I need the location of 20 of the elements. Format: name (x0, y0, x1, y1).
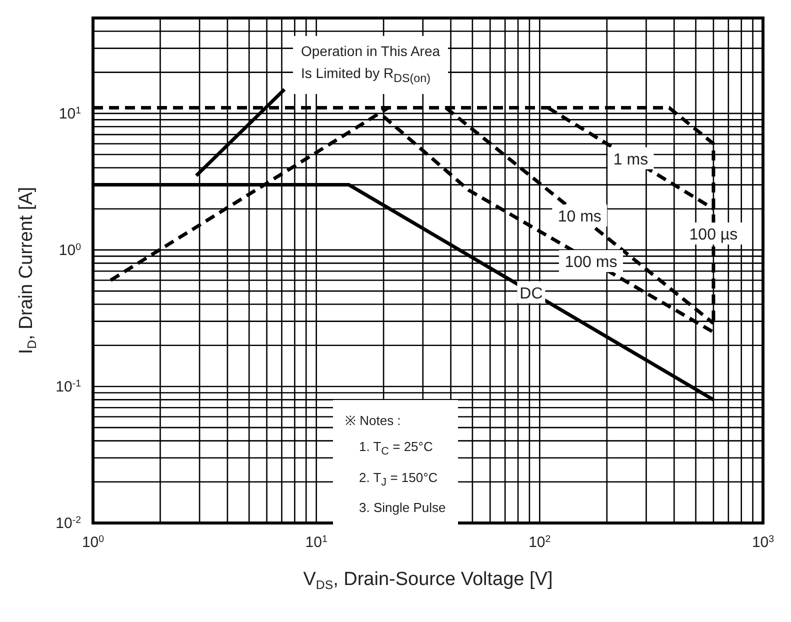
y-tick-label: 10$^{1}$ (58, 105, 81, 122)
annotation: Operation in This Area (301, 42, 440, 61)
x-tick-label: 10$^{2}$ (528, 534, 551, 551)
series-label: 100 µs (689, 226, 738, 244)
series-label: 1 ms (613, 151, 648, 168)
y-tick-label: 10$^{-1}$ (56, 378, 81, 396)
y-tick-label: 10$^{-2}$ (56, 515, 81, 532)
x-tick-label: 10$^{1}$ (305, 534, 328, 551)
annotation: 1. T$_{C}$ = 25°C (358, 438, 434, 460)
x-axis-title: V$_{DS}$, Drain-Source Voltage [V] (303, 569, 553, 592)
x-tick-label: 10$^{0}$ (82, 534, 105, 551)
annotation: ※ Notes : (345, 412, 402, 430)
x-tick-label: 10$^{3}$ (752, 534, 774, 551)
y-tick-label: 10$^{0}$ (58, 242, 82, 259)
series-label: 100 ms (564, 254, 618, 272)
annotation: Is Limited by R$_{DS(on)}$ (301, 64, 432, 87)
annotation: 2. T$_{J}$ = 150°C (358, 468, 439, 490)
series-label: 10 ms (558, 208, 602, 226)
series-label: DC (520, 285, 543, 302)
annotation: 3. Single Pulse (358, 499, 446, 518)
